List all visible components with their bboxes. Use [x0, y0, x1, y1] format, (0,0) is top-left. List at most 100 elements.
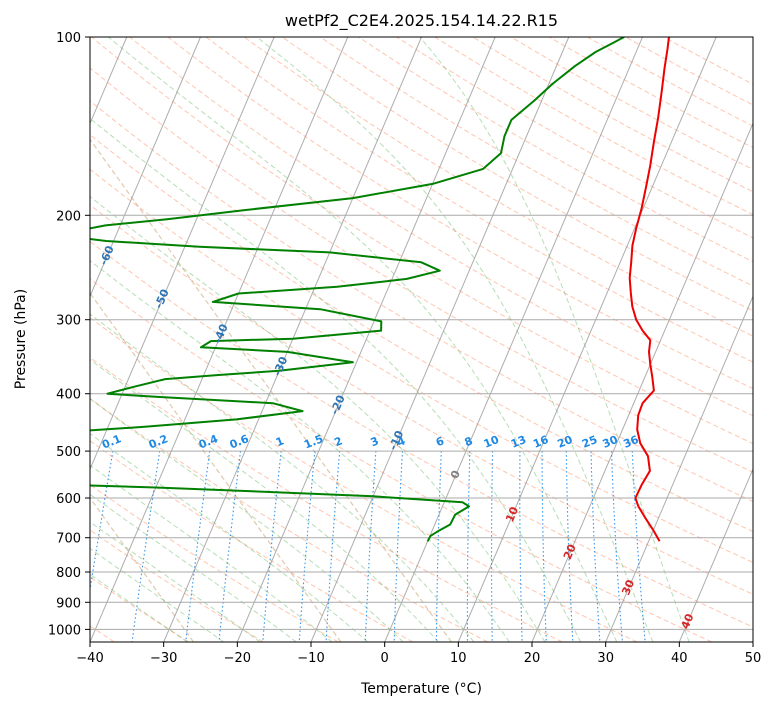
dry-adiabat-line [90, 240, 753, 628]
moist-adiabat-line [90, 547, 225, 642]
y-tick-label: 900 [56, 596, 81, 611]
temperature-line [628, 37, 670, 542]
x-tick-label: 10 [450, 651, 467, 666]
mixing-ratio-line [610, 451, 623, 642]
y-tick-label: 1000 [48, 623, 81, 638]
isotherm-line [531, 122, 753, 642]
mixing-ratio-line [325, 451, 341, 642]
dry-adiabat-line [90, 484, 339, 642]
y-axis-label: Pressure (hPa) [13, 289, 29, 389]
mixing-ratio-line [519, 451, 523, 642]
dry-adiabat-line [90, 278, 712, 642]
dry-adiabat-line [472, 37, 753, 193]
dewpoint-line [90, 37, 625, 542]
moist-adiabat-line [419, 37, 690, 642]
dry-adiabat-line [510, 37, 753, 171]
moist-adiabat-line [90, 313, 475, 642]
isotherm-label: 40 [679, 611, 697, 630]
dry-adiabat-line [90, 168, 753, 564]
mixing-ratio-line [466, 451, 471, 642]
moist-adiabat-line [90, 521, 261, 642]
y-tick-label: 600 [56, 492, 81, 507]
x-tick-label: −20 [224, 651, 251, 666]
mixing-ratio-label: 2 [332, 434, 344, 449]
profile-series [90, 37, 670, 542]
dry-adiabat-line [90, 67, 753, 473]
dry-adiabat-line [549, 37, 753, 149]
isotherm-line [457, 37, 717, 642]
isotherm-label: 10 [503, 504, 521, 523]
mixing-ratio-label: 13 [509, 433, 528, 451]
mixing-ratio-label: 36 [621, 433, 640, 451]
moist-adiabat-line [90, 260, 510, 642]
plot-frame [89, 36, 754, 643]
mixing-ratio-line [435, 451, 442, 642]
mixing-ratio-label: 30 [601, 433, 620, 451]
moist-adiabat-line [90, 432, 369, 642]
mixing-ratio-line [393, 451, 404, 642]
moist-adiabat-line [90, 493, 297, 642]
isotherm-label: 20 [561, 542, 579, 561]
isotherm-line [90, 37, 349, 642]
moist-adiabat-line [90, 573, 188, 642]
mixing-ratio-label: 16 [531, 433, 550, 451]
mixing-ratio-line [631, 451, 646, 642]
dry-adiabat-line [396, 37, 753, 239]
dry-adiabat-line [90, 529, 264, 642]
dry-adiabat-line [243, 37, 753, 337]
y-tick-label: 800 [56, 566, 81, 581]
dry-adiabat-line [90, 440, 414, 642]
isotherm-line [678, 467, 753, 642]
mixing-ratio-line [185, 451, 211, 642]
x-tick-label: 0 [381, 651, 389, 666]
dry-adiabat-line [91, 37, 753, 445]
x-tick-label: −10 [297, 651, 324, 666]
mixing-ratio-line [590, 451, 601, 642]
x-tick-label: 40 [671, 651, 688, 666]
y-tick-label: 200 [56, 209, 81, 224]
mixing-ratio-label: 20 [555, 433, 574, 451]
frost-point-line [90, 292, 342, 642]
isotherm-line [605, 295, 753, 642]
y-tick-label: 700 [56, 532, 81, 547]
isotherm-label: 30 [619, 577, 637, 596]
mixing-ratio-line [218, 451, 242, 642]
mixing-ratio-label: 10 [482, 433, 501, 451]
y-tick-label: 500 [56, 445, 81, 460]
y-tick-label: 100 [56, 31, 81, 46]
isotherm-line [236, 37, 496, 642]
isotherm-line [310, 37, 570, 642]
mixing-ratio-line [364, 451, 377, 642]
mixing-ratio-line [490, 451, 494, 642]
x-tick-label: 50 [745, 651, 762, 666]
mixing-ratio-line [298, 451, 316, 642]
x-tick-label: −40 [76, 651, 103, 666]
y-tick-label: 400 [56, 388, 81, 403]
background-lines [90, 37, 753, 642]
isotherm-line [90, 37, 275, 471]
moist-adiabat-line [90, 117, 582, 642]
mixing-ratio-label: 1 [274, 434, 286, 449]
mixing-ratio-line [262, 451, 282, 642]
dry-adiabat-line [205, 37, 753, 363]
moist-adiabat-line [256, 37, 654, 642]
mixing-ratio-line [541, 451, 547, 642]
dry-adiabat-line [358, 37, 753, 263]
dry-adiabat-line [129, 37, 753, 417]
isotherm-line [90, 37, 201, 298]
x-tick-label: −30 [150, 651, 177, 666]
mixing-ratio-label: 8 [463, 434, 475, 449]
moist-adiabat-line [90, 464, 333, 642]
dry-adiabat-line [167, 37, 753, 390]
mixing-ratio-line [565, 451, 574, 642]
mixing-ratio-label: 25 [580, 433, 599, 451]
dry-adiabat-line [90, 317, 638, 642]
mixing-ratio-label: 3 [369, 434, 381, 449]
y-tick-label: 300 [56, 314, 81, 329]
mixing-ratio-line [131, 451, 161, 642]
x-axis-label: Temperature (°C) [360, 681, 482, 697]
chart-title: wetPf2_C2E4.2025.154.14.22.R15 [285, 11, 558, 31]
x-tick-label: 30 [597, 651, 614, 666]
axes: −40 −30 −20 −10 0 10 20 30 40 50 1000 900 800 700 600 5… [48, 31, 761, 666]
